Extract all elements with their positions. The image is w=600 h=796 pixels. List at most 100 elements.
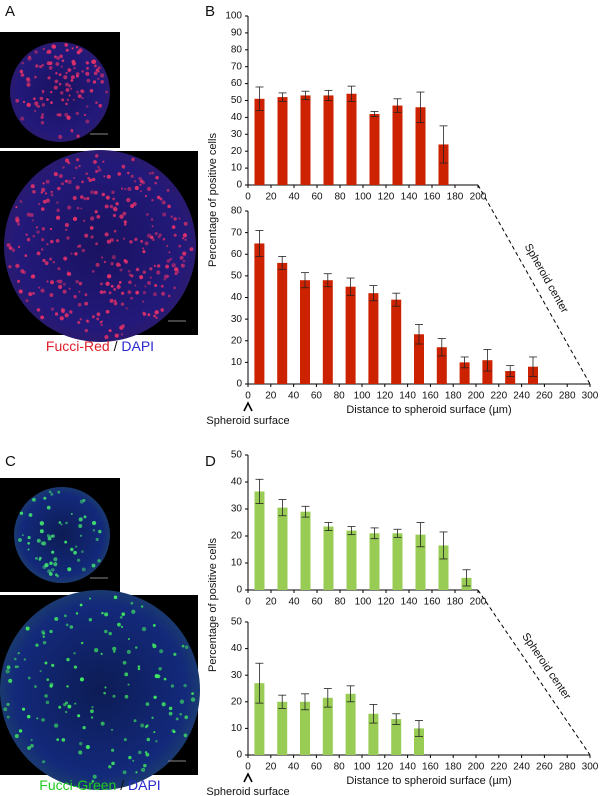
nucleus xyxy=(142,312,147,316)
bar xyxy=(368,713,379,755)
nucleus xyxy=(78,517,83,522)
nucleus xyxy=(82,498,86,502)
bar xyxy=(414,728,424,755)
nucleus xyxy=(46,50,50,55)
nucleus xyxy=(46,98,49,101)
nucleus xyxy=(73,295,77,299)
x-tick-label: 40 xyxy=(288,597,300,608)
nucleus xyxy=(49,239,54,244)
x-tick-label: 180 xyxy=(447,192,464,203)
nucleus xyxy=(122,660,127,665)
bar xyxy=(346,530,357,590)
nucleus xyxy=(149,276,152,279)
nucleus xyxy=(32,291,35,295)
nucleus xyxy=(32,497,36,502)
nucleus xyxy=(145,752,150,757)
nucleus xyxy=(44,694,48,698)
nucleus xyxy=(91,706,94,709)
nucleus xyxy=(65,82,69,87)
nucleus xyxy=(15,218,20,223)
nucleus xyxy=(43,496,47,500)
nucleus xyxy=(100,652,103,655)
nucleus xyxy=(88,618,93,622)
x-tick-label: 80 xyxy=(334,762,346,773)
nucleus xyxy=(153,292,157,297)
nucleus xyxy=(81,70,84,73)
nucleus xyxy=(5,669,10,674)
nucleus xyxy=(151,199,154,202)
nucleus xyxy=(50,534,53,538)
nucleus xyxy=(161,200,166,205)
nucleus xyxy=(140,240,143,243)
bar xyxy=(369,114,380,185)
nucleus xyxy=(127,638,130,641)
nucleus xyxy=(8,246,13,250)
nucleus xyxy=(91,59,96,65)
nucleus xyxy=(70,252,73,255)
nucleus xyxy=(121,324,126,328)
nucleus xyxy=(34,50,38,54)
nucleus xyxy=(98,103,103,108)
nucleus xyxy=(166,259,171,263)
y-axis-label: Percentage of positive cells xyxy=(207,538,219,672)
y-tick-label: 40 xyxy=(231,112,243,123)
nucleus xyxy=(30,743,34,748)
nucleus xyxy=(58,82,62,86)
nucleus xyxy=(41,89,45,93)
nucleus xyxy=(111,761,115,766)
nucleus xyxy=(53,172,58,177)
x-tick-label: 160 xyxy=(424,192,441,203)
nucleus xyxy=(163,274,169,279)
x-tick-label: 120 xyxy=(376,391,393,402)
nucleus xyxy=(49,629,53,634)
nucleus xyxy=(46,534,50,538)
bar xyxy=(277,97,288,185)
nucleus xyxy=(76,245,80,248)
nucleus xyxy=(49,293,54,297)
nucleus xyxy=(36,230,40,234)
y-tick-label: 80 xyxy=(231,44,243,55)
nucleus xyxy=(95,242,99,246)
nucleus xyxy=(167,204,171,209)
nucleus xyxy=(86,319,89,323)
nucleus xyxy=(58,521,62,524)
nucleus xyxy=(40,207,45,211)
nucleus xyxy=(17,652,20,655)
annotation: Spheroid surface xyxy=(206,415,289,427)
nucleus xyxy=(95,101,98,104)
nucleus xyxy=(178,217,181,220)
y-tick-label: 10 xyxy=(231,357,243,368)
nucleus xyxy=(72,176,75,179)
nucleus xyxy=(108,631,112,636)
nucleus xyxy=(39,670,42,673)
nucleus xyxy=(27,536,31,540)
nucleus xyxy=(75,72,80,76)
nucleus xyxy=(105,195,110,200)
nucleus xyxy=(112,694,116,698)
nucleus xyxy=(36,251,41,256)
nucleus xyxy=(148,172,152,175)
bar xyxy=(391,299,402,384)
nucleus xyxy=(58,173,63,178)
nucleus xyxy=(6,243,11,248)
caption-marker: Fucci-Red xyxy=(46,338,110,354)
center-connector xyxy=(477,184,591,385)
nucleus xyxy=(19,200,23,203)
bar xyxy=(438,545,449,590)
bar xyxy=(345,693,356,755)
nucleus xyxy=(27,548,30,551)
nucleus xyxy=(26,714,31,719)
nucleus xyxy=(58,279,63,284)
nucleus xyxy=(25,299,29,303)
nucleus xyxy=(95,262,100,267)
nucleus xyxy=(150,235,154,240)
nucleus xyxy=(144,241,149,246)
x-tick-label: 140 xyxy=(399,391,416,402)
nucleus xyxy=(46,505,51,510)
nucleus xyxy=(100,323,104,327)
bar xyxy=(254,98,265,185)
nucleus xyxy=(105,90,108,94)
nucleus xyxy=(44,261,49,266)
x-tick-label: 200 xyxy=(468,762,485,773)
nucleus xyxy=(121,187,124,190)
